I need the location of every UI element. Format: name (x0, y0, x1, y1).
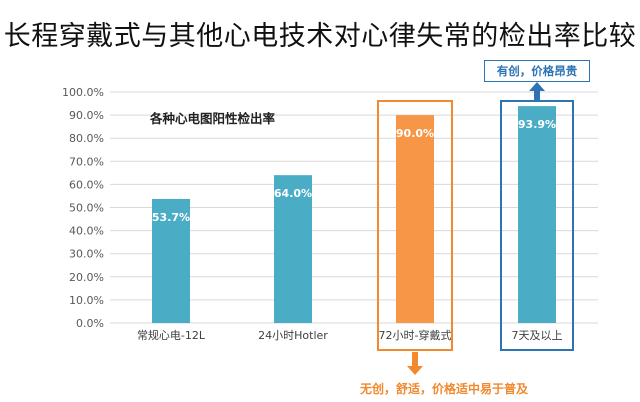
data-label: 93.9% (518, 118, 556, 131)
x-tick-label: 7天及以上 (512, 329, 563, 342)
top-callout: 有创，价格昂贵 (484, 60, 590, 82)
highlight-box-wearable (377, 100, 453, 351)
arrow-down-shaft (412, 352, 418, 366)
bar (518, 106, 556, 323)
data-labels: 53.7% 64.0% 90.0% 93.9% (152, 118, 556, 224)
chart-title: 各种心电图阳性检出率 (150, 111, 276, 126)
arrow-up-shaft (534, 91, 540, 101)
data-label: 90.0% (396, 127, 434, 140)
arrow-down-head (407, 366, 423, 375)
y-tick-label: 20.0% (69, 271, 104, 284)
page-title: 长程穿戴式与其他心电技术对心律失常的检出率比较 (3, 21, 637, 52)
y-tick-label: 100.0% (62, 86, 104, 99)
highlight-boxes (377, 82, 574, 375)
y-axis-tick-labels: 0.0% 10.0% 20.0% 30.0% 40.0% 50.0% 60.0% 70.0% 8… (62, 86, 104, 330)
bar (152, 198, 190, 323)
arrow-up-head (529, 82, 545, 91)
gridlines (110, 91, 598, 324)
x-tick-label: 72小时-穿戴式 (379, 328, 452, 342)
bar (396, 115, 434, 323)
data-label: 53.7% (152, 211, 190, 224)
y-tick-label: 60.0% (69, 178, 104, 191)
y-tick-label: 10.0% (69, 294, 104, 307)
y-tick-label: 30.0% (69, 248, 104, 261)
y-tick-label: 80.0% (69, 132, 104, 145)
x-tick-label: 24小时Hotler (258, 329, 328, 342)
y-tick-label: 70.0% (69, 155, 104, 168)
y-tick-label: 0.0% (76, 317, 104, 330)
y-tick-label: 90.0% (69, 109, 104, 122)
bar (274, 175, 312, 323)
bottom-callout: 无创，舒适，价格适中易于普及 (360, 382, 529, 396)
x-tick-label: 常规心电-12L (137, 328, 206, 342)
data-label: 64.0% (274, 187, 312, 200)
bars (152, 106, 556, 323)
y-tick-label: 50.0% (69, 202, 104, 215)
x-axis-tick-labels: 常规心电-12L 24小时Hotler 72小时-穿戴式 7天及以上 (137, 328, 563, 342)
y-tick-label: 40.0% (69, 225, 104, 238)
